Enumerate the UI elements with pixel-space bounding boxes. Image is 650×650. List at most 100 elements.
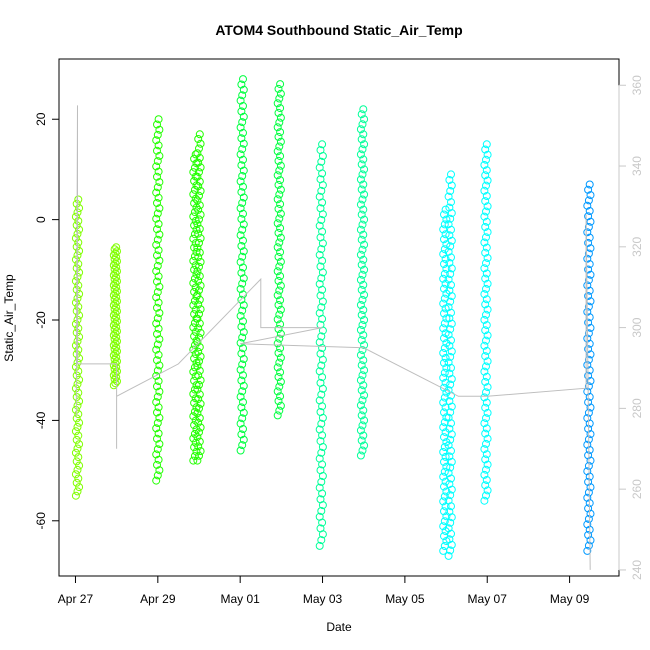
data-point bbox=[154, 272, 163, 281]
data-point bbox=[273, 291, 282, 300]
data-point bbox=[482, 465, 490, 474]
data-point bbox=[357, 110, 366, 119]
data-point bbox=[447, 236, 456, 245]
data-point bbox=[195, 414, 204, 422]
data-point bbox=[239, 344, 247, 353]
data-point bbox=[193, 243, 202, 252]
data-point bbox=[113, 317, 121, 326]
data-point bbox=[356, 326, 365, 334]
data-point bbox=[440, 457, 448, 466]
data-point bbox=[275, 238, 284, 247]
data-point bbox=[238, 306, 247, 315]
data-point bbox=[112, 333, 121, 342]
data-point bbox=[584, 292, 593, 300]
data-point bbox=[196, 399, 205, 408]
data-point bbox=[111, 289, 120, 298]
data-point bbox=[442, 215, 451, 224]
data-point bbox=[155, 413, 164, 422]
data-point bbox=[316, 204, 325, 213]
data-point bbox=[153, 471, 162, 480]
data-point bbox=[483, 150, 492, 159]
data-point bbox=[315, 221, 324, 230]
data-point bbox=[237, 376, 246, 385]
data-point bbox=[71, 491, 80, 500]
data-point bbox=[440, 517, 449, 526]
y-axis: -60 -40 -20 0 20 bbox=[34, 112, 60, 529]
data-point bbox=[356, 301, 365, 309]
data-point bbox=[193, 362, 202, 370]
data-point bbox=[440, 235, 448, 244]
data-point bbox=[112, 293, 121, 302]
point-column bbox=[444, 170, 456, 560]
data-point bbox=[195, 201, 204, 210]
data-point bbox=[74, 453, 83, 462]
data-point bbox=[71, 341, 80, 350]
data-point bbox=[584, 265, 593, 274]
data-point bbox=[189, 456, 198, 465]
data-point bbox=[358, 396, 367, 405]
data-point bbox=[155, 440, 164, 448]
data-point bbox=[238, 198, 247, 207]
data-point bbox=[110, 355, 119, 364]
data-point bbox=[317, 419, 326, 428]
data-point bbox=[75, 483, 84, 492]
data-point bbox=[276, 401, 285, 410]
data-point bbox=[190, 452, 199, 461]
data-point bbox=[483, 279, 492, 288]
data-point bbox=[113, 257, 121, 266]
data-point bbox=[275, 358, 284, 367]
data-point bbox=[586, 456, 595, 465]
x-tick-label: May 07 bbox=[468, 592, 508, 606]
data-point bbox=[239, 355, 248, 363]
data-point bbox=[112, 343, 121, 352]
data-point bbox=[482, 321, 491, 330]
data-point bbox=[445, 369, 454, 378]
data-point bbox=[276, 80, 285, 89]
data-point bbox=[195, 333, 203, 342]
data-point bbox=[194, 253, 203, 262]
data-point bbox=[237, 349, 246, 358]
data-point bbox=[480, 264, 489, 273]
data-point bbox=[585, 472, 594, 481]
data-point bbox=[445, 535, 454, 544]
data-point bbox=[439, 349, 448, 357]
data-point bbox=[192, 381, 201, 390]
x-axis-label: Date bbox=[326, 620, 352, 634]
data-point bbox=[236, 258, 245, 267]
data-point bbox=[482, 217, 491, 226]
data-point bbox=[111, 269, 120, 278]
data-point bbox=[583, 228, 592, 237]
data-point bbox=[446, 270, 455, 278]
data-point bbox=[360, 316, 369, 324]
data-point bbox=[441, 230, 450, 239]
data-point bbox=[153, 251, 161, 260]
data-point bbox=[584, 382, 593, 391]
data-point bbox=[483, 357, 492, 366]
data-point bbox=[273, 171, 282, 180]
plot-points bbox=[71, 75, 595, 560]
data-point bbox=[194, 324, 203, 333]
data-point bbox=[75, 332, 84, 341]
data-point bbox=[447, 513, 456, 522]
data-point bbox=[239, 220, 248, 229]
data-point bbox=[152, 240, 161, 249]
data-point bbox=[360, 265, 369, 274]
data-point bbox=[154, 167, 163, 176]
data-point bbox=[586, 403, 595, 412]
data-point bbox=[155, 335, 164, 344]
data-point bbox=[236, 365, 245, 374]
data-point bbox=[584, 504, 593, 513]
data-point bbox=[190, 385, 199, 394]
data-point bbox=[236, 177, 245, 186]
data-point bbox=[274, 180, 283, 189]
data-point bbox=[236, 231, 245, 240]
data-point bbox=[441, 205, 450, 214]
data-point bbox=[113, 287, 121, 296]
data-point bbox=[153, 146, 161, 155]
data-point bbox=[274, 349, 283, 357]
data-point bbox=[360, 290, 369, 299]
data-point bbox=[194, 182, 203, 191]
data-point bbox=[439, 497, 448, 506]
data-point bbox=[239, 128, 247, 137]
data-point bbox=[193, 149, 202, 158]
